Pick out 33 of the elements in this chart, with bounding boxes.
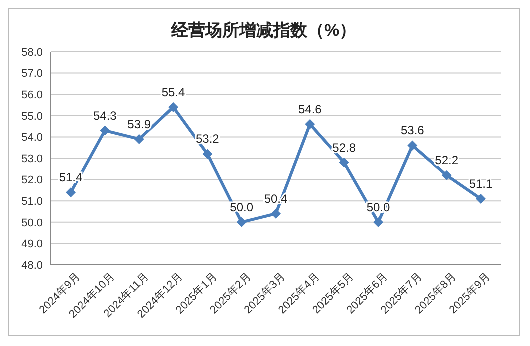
y-tick-label: 50.0 (22, 217, 43, 230)
y-tick-label: 49.0 (22, 238, 43, 251)
point (236, 217, 247, 228)
y-tick-label: 52.0 (22, 174, 43, 187)
point (442, 170, 452, 181)
y-tick-label: 56.0 (22, 90, 43, 102)
data-label: 51.1 (469, 176, 493, 191)
point (66, 188, 76, 198)
data-label: 54.6 (298, 102, 322, 116)
y-tick-label: 54.0 (22, 132, 43, 144)
point (100, 126, 110, 136)
point (134, 134, 144, 144)
y-tick-label: 58.0 (22, 46, 43, 59)
y-tick-label: 53.0 (22, 153, 43, 166)
point (202, 149, 213, 160)
point (408, 140, 418, 151)
y-tick-label: 57.0 (22, 68, 43, 80)
point (339, 158, 350, 168)
data-label: 52.8 (332, 140, 356, 155)
y-tick-label: 51.0 (22, 196, 43, 208)
data-label: 54.3 (93, 108, 118, 123)
data-label: 53.6 (400, 124, 425, 138)
data-label: 52.2 (435, 154, 459, 168)
y-tick-label: 48.0 (22, 260, 43, 272)
point (374, 217, 384, 228)
point (271, 208, 281, 219)
y-tick-label: 55.0 (22, 110, 43, 123)
data-label: 55.4 (162, 85, 186, 100)
point (305, 119, 316, 130)
point (476, 194, 486, 204)
chart-title: 经营场所增减指数（%） (170, 20, 358, 42)
point (168, 102, 178, 112)
data-label: 53.9 (128, 117, 152, 132)
